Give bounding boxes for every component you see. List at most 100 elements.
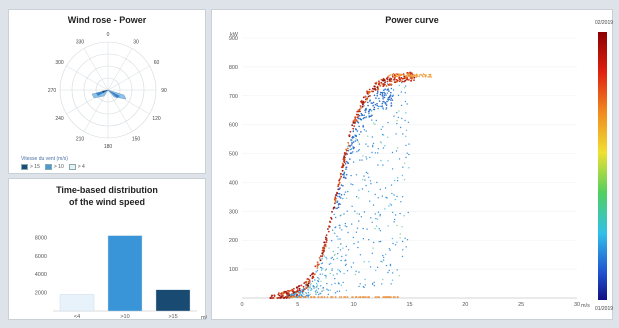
data-point: [390, 87, 393, 90]
data-point: [376, 86, 379, 89]
data-point: [369, 266, 372, 268]
data-point: [404, 92, 406, 94]
data-point: [423, 74, 426, 76]
data-point: [347, 231, 349, 234]
data-point: [340, 214, 342, 216]
color-bar-bottom-label: 01/2019: [595, 306, 613, 312]
data-point: [377, 152, 379, 154]
data-point: [406, 103, 408, 105]
data-point: [351, 152, 354, 154]
data-point: [339, 173, 342, 176]
data-point: [383, 94, 386, 96]
data-point: [358, 285, 360, 288]
data-point: [408, 73, 411, 76]
data-point: [357, 115, 360, 118]
data-point: [386, 77, 388, 80]
data-point: [302, 290, 304, 292]
data-point: [389, 263, 392, 266]
data-point: [374, 296, 377, 298]
data-point: [392, 242, 394, 245]
distribution-chart: 2000 4000 6000 8000 <4 >10 >15 m/s: [35, 235, 207, 321]
data-point: [305, 281, 308, 283]
data-point: [314, 296, 316, 298]
data-point: [290, 289, 293, 292]
data-point: [330, 218, 333, 220]
data-point: [385, 104, 388, 106]
data-point: [318, 257, 321, 259]
data-point: [335, 207, 337, 210]
data-point: [371, 283, 374, 285]
data-point: [405, 135, 407, 138]
data-point: [383, 256, 385, 259]
data-point: [381, 102, 384, 105]
data-point: [382, 134, 385, 136]
data-point: [386, 83, 389, 85]
data-point: [327, 230, 330, 233]
data-point: [401, 196, 404, 198]
legend-label: > 10: [53, 164, 64, 170]
data-point: [352, 184, 354, 186]
data-point: [340, 296, 343, 298]
data-point: [307, 294, 309, 296]
data-point: [343, 171, 346, 174]
data-point: [382, 254, 384, 257]
data-point: [299, 296, 301, 298]
data-point: [340, 194, 343, 196]
data-point: [368, 239, 370, 241]
data-point: [379, 91, 382, 94]
data-point: [346, 270, 349, 272]
data-point: [360, 107, 362, 109]
rose-spoke: [107, 48, 133, 91]
data-point: [333, 206, 336, 209]
data-point: [314, 265, 317, 268]
data-point: [404, 237, 406, 239]
data-point: [379, 230, 382, 232]
data-point: [357, 113, 360, 116]
data-point: [324, 236, 327, 239]
scatter-points: [269, 71, 432, 299]
data-point: [381, 261, 383, 263]
data-point: [365, 156, 367, 158]
data-point: [338, 224, 340, 227]
data-point: [405, 75, 408, 78]
data-point: [403, 77, 406, 80]
data-point: [355, 270, 357, 272]
data-point: [357, 241, 359, 243]
data-point: [346, 210, 348, 212]
data-point: [358, 197, 360, 199]
data-point: [323, 255, 325, 257]
y-tick-label: 8000: [35, 235, 47, 241]
data-point: [343, 160, 345, 163]
data-point: [390, 99, 392, 101]
data-point: [366, 228, 368, 230]
data-point: [293, 291, 295, 294]
data-point: [372, 87, 374, 90]
data-point: [393, 115, 395, 117]
data-point: [287, 293, 290, 296]
data-point: [377, 197, 379, 199]
data-point: [351, 205, 353, 207]
data-point: [393, 218, 396, 221]
data-point: [339, 249, 342, 251]
data-point: [310, 289, 312, 292]
data-point: [388, 78, 391, 81]
data-point: [368, 296, 370, 298]
data-point: [370, 183, 372, 185]
data-point: [403, 87, 406, 89]
data-point: [305, 294, 308, 297]
data-point: [387, 88, 389, 91]
data-point: [387, 271, 389, 274]
data-point: [399, 212, 401, 215]
data-point: [363, 114, 365, 117]
data-point: [380, 160, 382, 162]
data-point: [347, 190, 349, 193]
data-point: [390, 91, 392, 94]
data-point: [321, 258, 323, 260]
data-point: [372, 104, 374, 107]
data-point: [387, 296, 390, 298]
data-point: [337, 185, 339, 188]
data-point: [406, 152, 408, 154]
data-point: [416, 74, 418, 76]
rose-direction-label: 240: [55, 116, 64, 122]
data-point: [323, 289, 325, 291]
